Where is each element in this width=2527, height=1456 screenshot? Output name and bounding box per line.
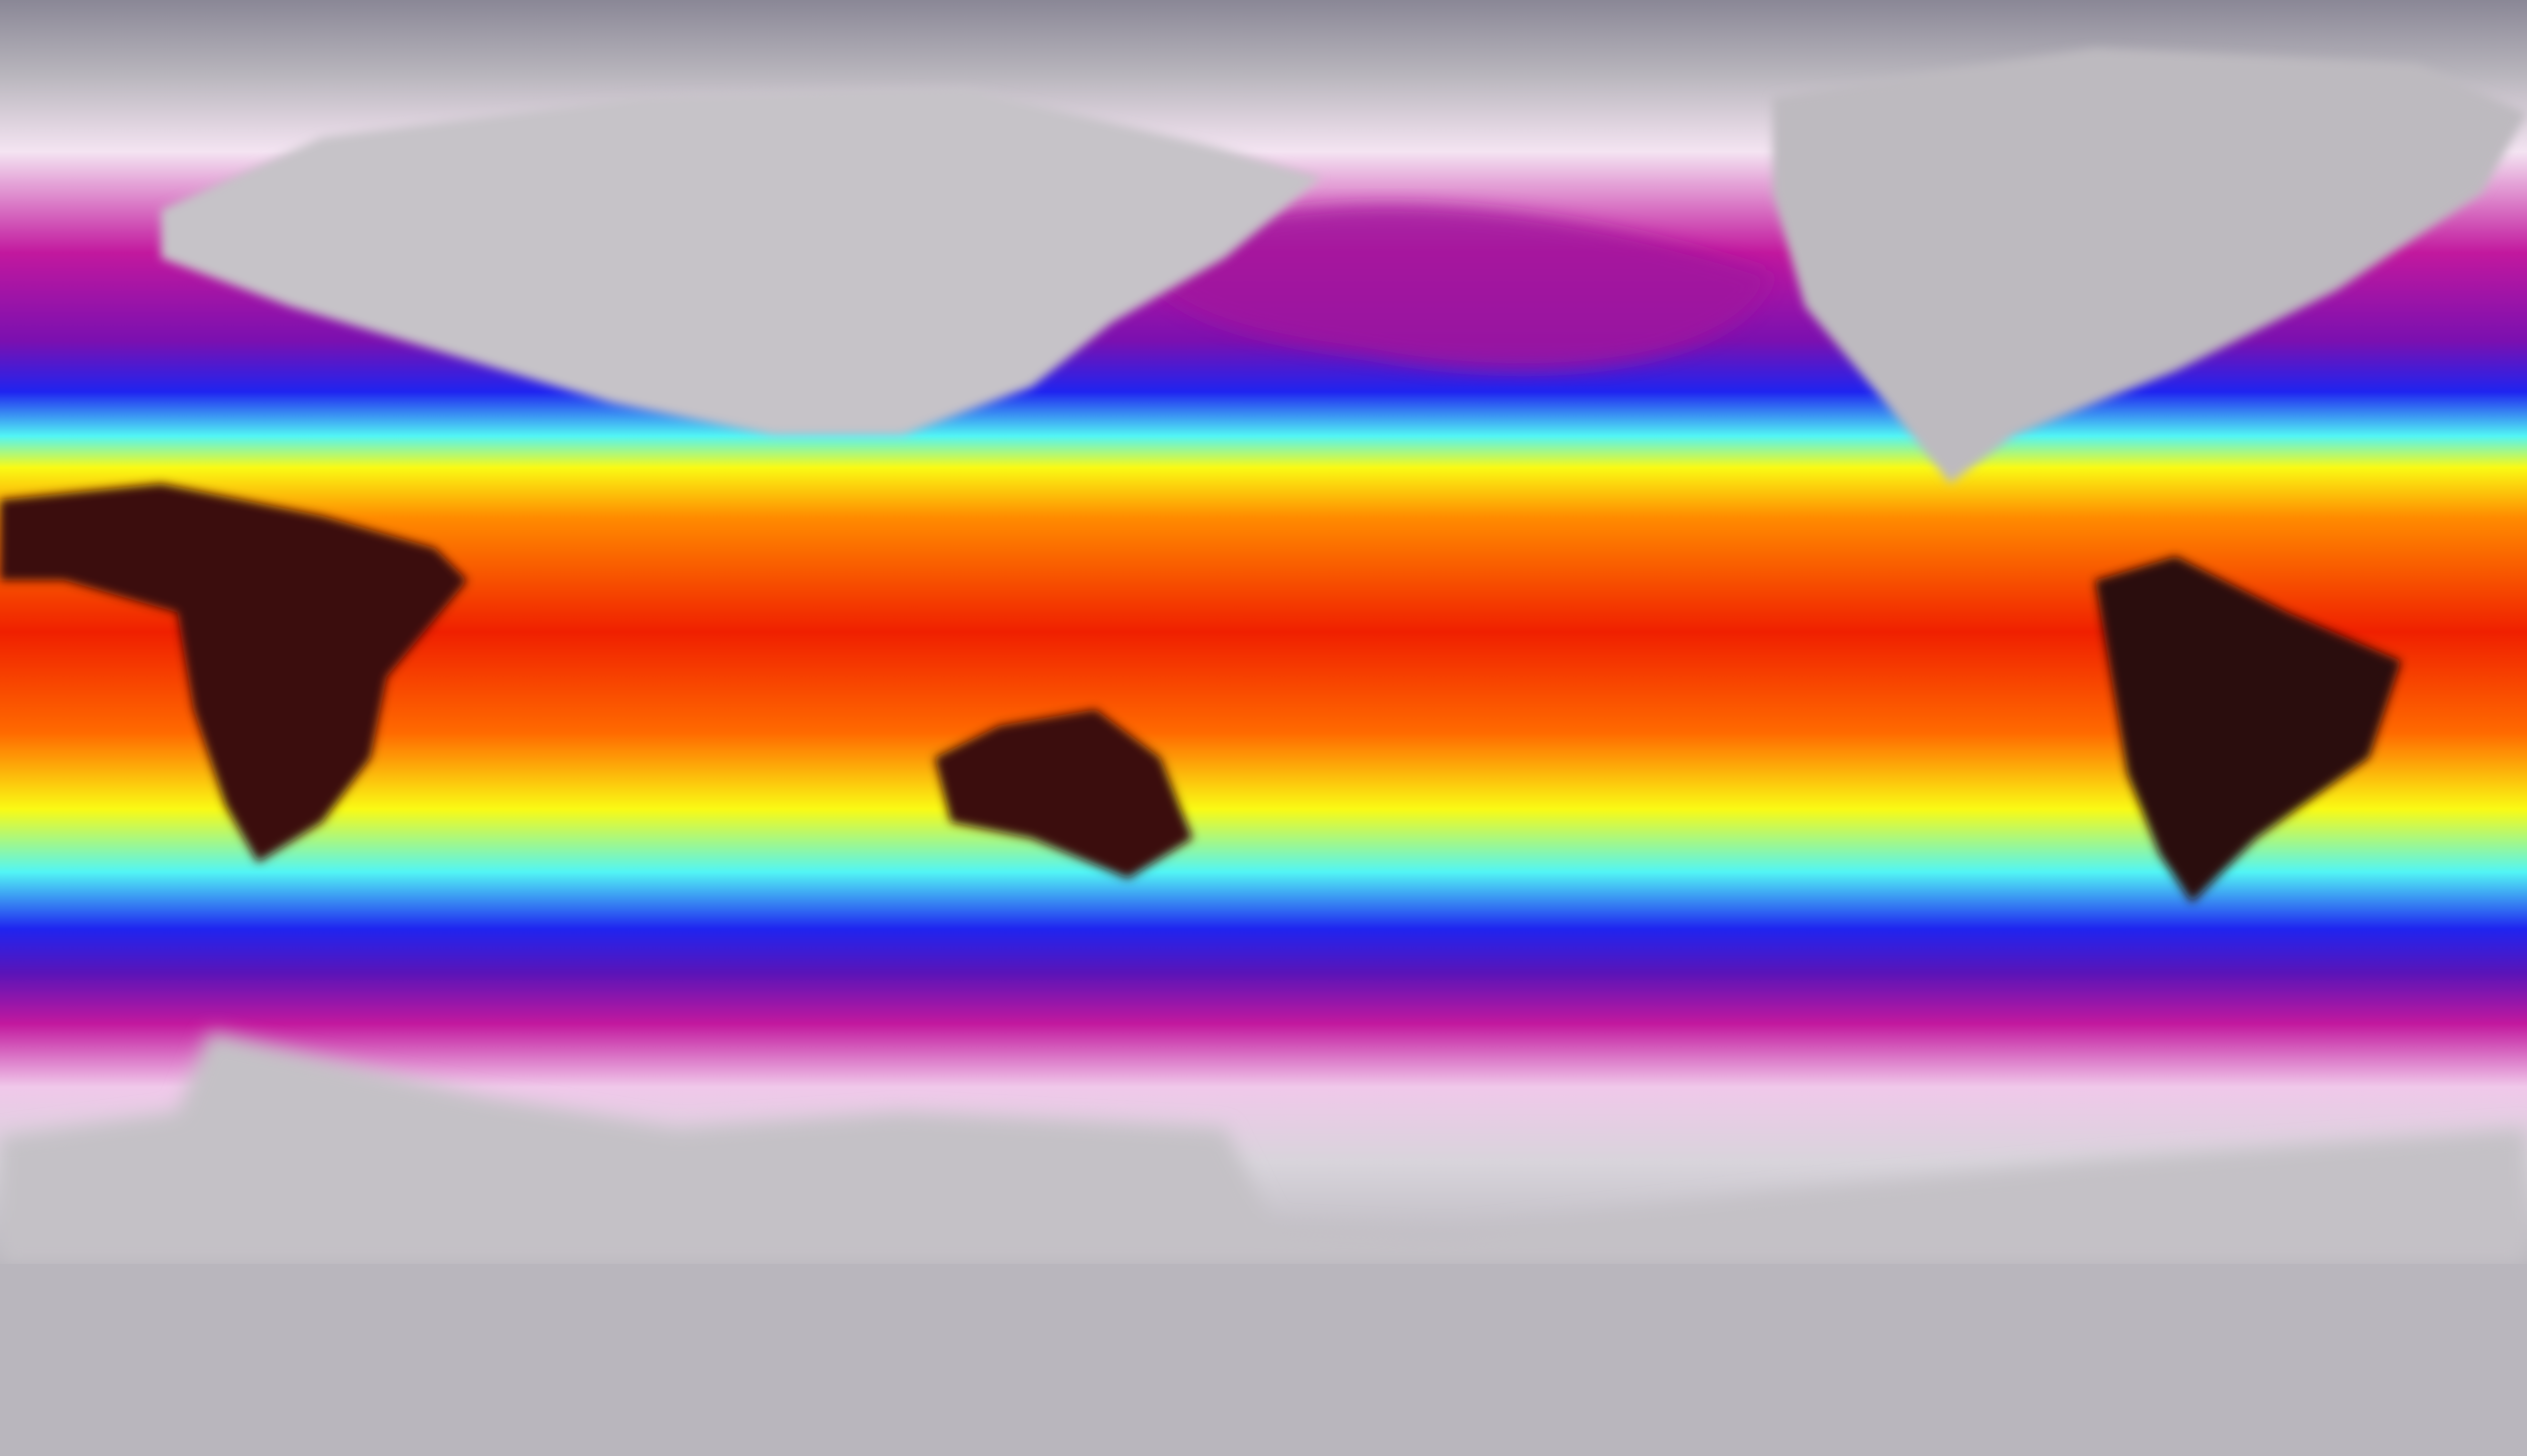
eurasia-landmass: [161, 88, 1322, 436]
africa-hot-region: [0, 483, 467, 863]
temperature-world-map: [0, 0, 2527, 1264]
australia-hot-region: [934, 709, 1193, 879]
antarctica-landmass: [0, 1031, 2527, 1264]
north-pacific-cold-region: [1128, 205, 1773, 370]
south-america-hot-region: [2095, 556, 2402, 903]
north-america-landmass: [1772, 48, 2527, 484]
